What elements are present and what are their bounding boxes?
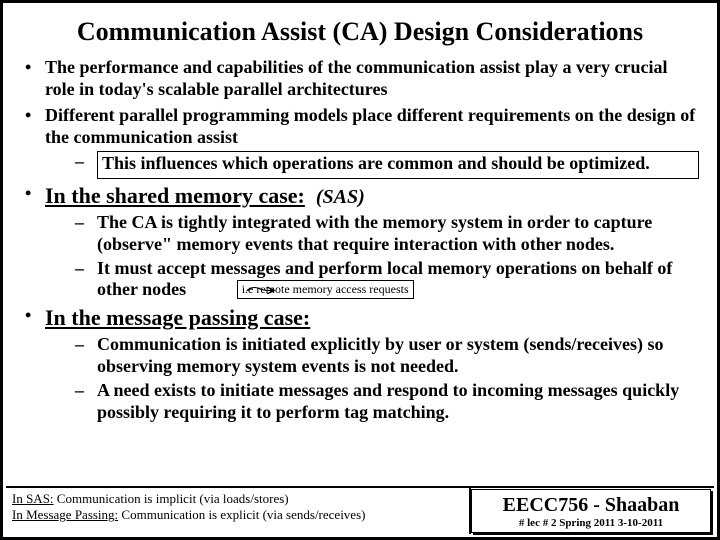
footer-sas-line: In SAS: Communication is implicit (via l… xyxy=(12,491,463,507)
bullet-4-label: In the message passing case: xyxy=(45,305,310,330)
bullet-2-sublist: This influences which operations are com… xyxy=(75,151,699,179)
bullet-3a-text: The CA is tightly integrated with the me… xyxy=(97,212,652,254)
bullet-4b: A need exists to initiate messages and r… xyxy=(75,380,699,424)
bullet-2a: This influences which operations are com… xyxy=(75,151,699,179)
bullet-3-label: In the shared memory case: xyxy=(45,183,305,208)
footer-mp-label: In Message Passing: xyxy=(12,507,118,522)
footer-right: EECC756 - Shaaban # lec # 2 Spring 2011 … xyxy=(471,489,711,533)
bullet-4b-text: A need exists to initiate messages and r… xyxy=(97,380,679,422)
bullet-4a: Communication is initiated explicitly by… xyxy=(75,334,699,378)
footer-sas-label: In SAS: xyxy=(12,491,54,506)
bullet-2a-boxed: This influences which operations are com… xyxy=(97,151,699,179)
bullet-1-text: The performance and capabilities of the … xyxy=(45,57,667,99)
slide-title: Communication Assist (CA) Design Conside… xyxy=(21,17,699,47)
bullet-list-top: The performance and capabilities of the … xyxy=(21,57,699,424)
bullet-2: Different parallel programming models pl… xyxy=(21,105,699,179)
bullet-3: In the shared memory case: (SAS) The CA … xyxy=(21,183,699,302)
slide-frame: Communication Assist (CA) Design Conside… xyxy=(0,0,720,540)
footer-mp-text: Communication is explicit (via sends/rec… xyxy=(118,507,365,522)
bullet-3-annot: (SAS) xyxy=(316,186,365,208)
course-code: EECC756 - Shaaban xyxy=(476,494,706,517)
bullet-3b: It must accept messages and perform loca… xyxy=(75,258,699,302)
bullet-2-text: Different parallel programming models pl… xyxy=(45,105,695,147)
bullet-1: The performance and capabilities of the … xyxy=(21,57,699,101)
bullet-4: In the message passing case: Communicati… xyxy=(21,305,699,424)
footer-sas-text: Communication is implicit (via loads/sto… xyxy=(54,491,289,506)
footer-mp-line: In Message Passing: Communication is exp… xyxy=(12,507,463,523)
bullet-4a-text: Communication is initiated explicitly by… xyxy=(97,334,663,376)
lecture-meta: # lec # 2 Spring 2011 3-10-2011 xyxy=(476,517,706,529)
footer-left: In SAS: Communication is implicit (via l… xyxy=(6,488,471,534)
footer: In SAS: Communication is implicit (via l… xyxy=(6,486,714,534)
bullet-3-sublist: The CA is tightly integrated with the me… xyxy=(75,212,699,302)
bullet-3a: The CA is tightly integrated with the me… xyxy=(75,212,699,256)
bullet-4-sublist: Communication is initiated explicitly by… xyxy=(75,334,699,424)
arrow-icon: ⤳ xyxy=(245,279,277,301)
